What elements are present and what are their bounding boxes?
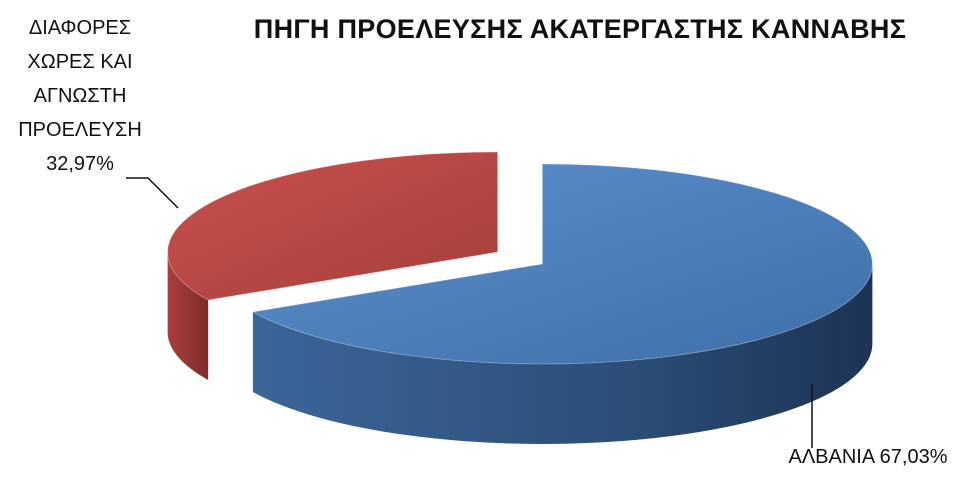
chart-title: ΠΗΓΗ ΠΡΟΕΛΕΥΣΗΣ ΑΚΑΤΕΡΓΑΣΤΗΣ ΚΑΝΝΑΒΗΣ xyxy=(253,14,907,44)
slice-1-label-line: ΧΩΡΕΣ ΚΑΙ xyxy=(27,51,132,73)
slice-1-label-line: ΔΙΑΦΟΡΕΣ xyxy=(29,17,131,39)
slice-1-label-line: ΑΓΝΩΣΤΗ xyxy=(34,85,127,107)
slice-0-side-wall xyxy=(252,263,873,444)
slice-1-label-line: 32,97% xyxy=(46,153,114,175)
slice-0-top xyxy=(251,163,873,365)
slice-0-label: ΑΛΒΑΝΙΑ 67,03% xyxy=(788,446,947,468)
slice-1-label: ΔΙΑΦΟΡΕΣ ΧΩΡΕΣ ΚΑΙ ΑΓΝΩΣΤΗ ΠΡΟΕΛΕΥΣΗ 32,97% xyxy=(18,17,142,175)
slice-1-leader-line xyxy=(126,177,179,209)
slice-0-label-line: ΑΛΒΑΝΙΑ 67,03% xyxy=(788,446,947,468)
slice-1-label-line: ΠΡΟΕΛΕΥΣΗ xyxy=(18,119,142,141)
slice-1-side-wall xyxy=(167,252,209,381)
slice-1-top xyxy=(167,151,499,301)
